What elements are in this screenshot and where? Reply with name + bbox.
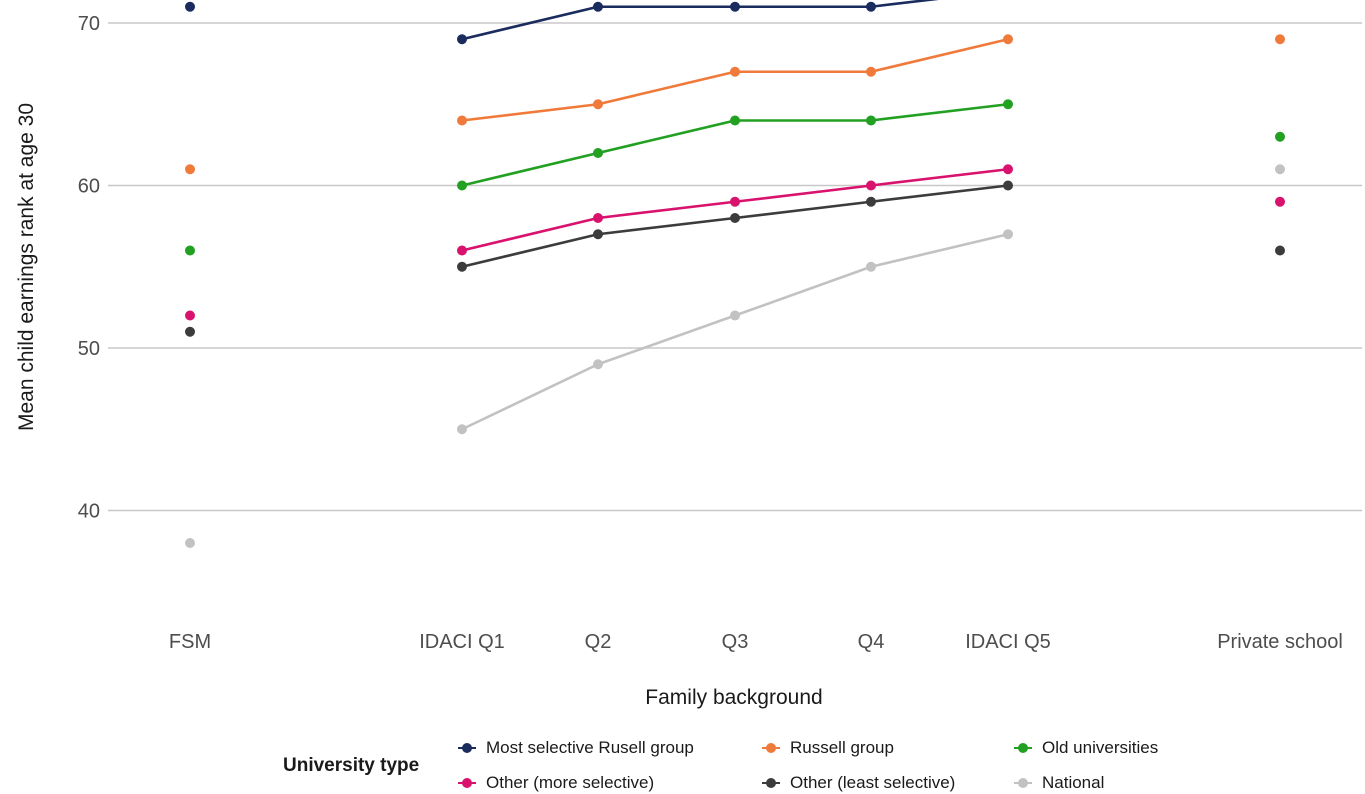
data-point xyxy=(730,196,740,207)
data-point xyxy=(1003,99,1013,110)
y-axis-title: Mean child earnings rank at age 30 xyxy=(15,103,38,431)
legend-key xyxy=(456,772,478,794)
data-point xyxy=(593,148,603,158)
data-point xyxy=(866,180,876,191)
series-layer xyxy=(185,0,1285,548)
legend-item: Russell group xyxy=(760,737,894,759)
legend-label: Other (least selective) xyxy=(790,773,956,792)
plot-panel: 40 50 60 70 FSM IDACI Q1 Q2 Q3 Q4 IDACI Q5 Privat… xyxy=(78,0,1362,653)
data-point xyxy=(593,1,603,12)
gridlines xyxy=(108,22,1362,512)
series-line xyxy=(461,232,1009,431)
data-point xyxy=(1003,164,1013,175)
x-tick-label: Q4 xyxy=(858,631,885,653)
legend-title: University type xyxy=(283,755,420,776)
data-point xyxy=(866,115,876,126)
y-axis-ticks: 40 50 60 70 xyxy=(78,13,100,523)
data-point xyxy=(730,66,740,77)
data-point xyxy=(1003,180,1013,191)
series-group xyxy=(185,99,1285,256)
data-point xyxy=(457,34,467,45)
data-point xyxy=(593,359,603,370)
legend-key xyxy=(1012,772,1034,794)
data-point xyxy=(866,261,876,272)
legend-key xyxy=(760,737,782,759)
data-point xyxy=(457,245,467,256)
x-axis-ticks: FSM IDACI Q1 Q2 Q3 Q4 IDACI Q5 Private school xyxy=(169,631,1343,653)
data-point xyxy=(730,310,740,321)
legend-item: National xyxy=(1012,772,1104,794)
legend-label: National xyxy=(1042,773,1105,792)
data-point xyxy=(1275,196,1285,207)
data-point xyxy=(593,229,603,240)
data-point xyxy=(1275,34,1285,45)
legend-item: Other (more selective) xyxy=(456,772,654,794)
y-tick-label: 50 xyxy=(78,338,100,360)
x-tick-label: Q3 xyxy=(722,631,749,653)
data-point xyxy=(185,310,195,321)
data-point xyxy=(457,180,467,191)
legend-item: Most selective Rusell group xyxy=(456,737,694,759)
x-tick-label: IDACI Q1 xyxy=(419,631,505,653)
data-point xyxy=(185,326,195,337)
data-point xyxy=(185,164,195,175)
data-point xyxy=(730,115,740,126)
legend-label: Most selective Rusell group xyxy=(486,738,694,757)
y-tick-label: 70 xyxy=(78,13,100,35)
data-point xyxy=(866,1,876,12)
legend-item: Old universities xyxy=(1012,737,1158,759)
data-point xyxy=(866,66,876,77)
legend-key xyxy=(1012,737,1034,759)
legend-key xyxy=(456,737,478,759)
series-group xyxy=(185,0,939,45)
y-tick-label: 60 xyxy=(78,176,100,198)
legend-key xyxy=(760,772,782,794)
data-point xyxy=(1275,245,1285,256)
series-group xyxy=(185,164,1285,321)
x-tick-label: IDACI Q5 xyxy=(965,631,1051,653)
x-tick-label: Q2 xyxy=(585,631,612,653)
data-point xyxy=(185,538,195,548)
data-point xyxy=(185,1,195,12)
data-point xyxy=(593,213,603,223)
legend-label: Russell group xyxy=(790,738,894,757)
x-tick-label: Private school xyxy=(1217,631,1343,653)
legend-item: Other (least selective) xyxy=(760,772,955,794)
legend-label: Other (more selective) xyxy=(486,773,655,792)
data-point xyxy=(866,196,876,207)
series-group xyxy=(185,34,1285,175)
data-point xyxy=(593,99,603,110)
data-point xyxy=(457,261,467,272)
series-line xyxy=(461,167,1009,252)
data-point xyxy=(730,213,740,223)
data-point xyxy=(185,245,195,256)
data-point xyxy=(1003,229,1013,240)
data-point xyxy=(1275,164,1285,175)
data-point xyxy=(457,115,467,126)
y-tick-label: 40 xyxy=(78,501,100,523)
series-group xyxy=(185,164,1285,548)
series-group xyxy=(185,180,1285,337)
legend: University type Most selective Rusell gr… xyxy=(280,733,1220,793)
x-tick-label: FSM xyxy=(169,631,211,653)
data-point xyxy=(457,424,467,435)
x-axis-title: Family background xyxy=(645,686,822,709)
data-point xyxy=(730,1,740,12)
series-line xyxy=(461,37,1009,122)
data-point xyxy=(1003,34,1013,45)
data-point xyxy=(1275,131,1285,142)
legend-label: Old universities xyxy=(1042,738,1159,757)
